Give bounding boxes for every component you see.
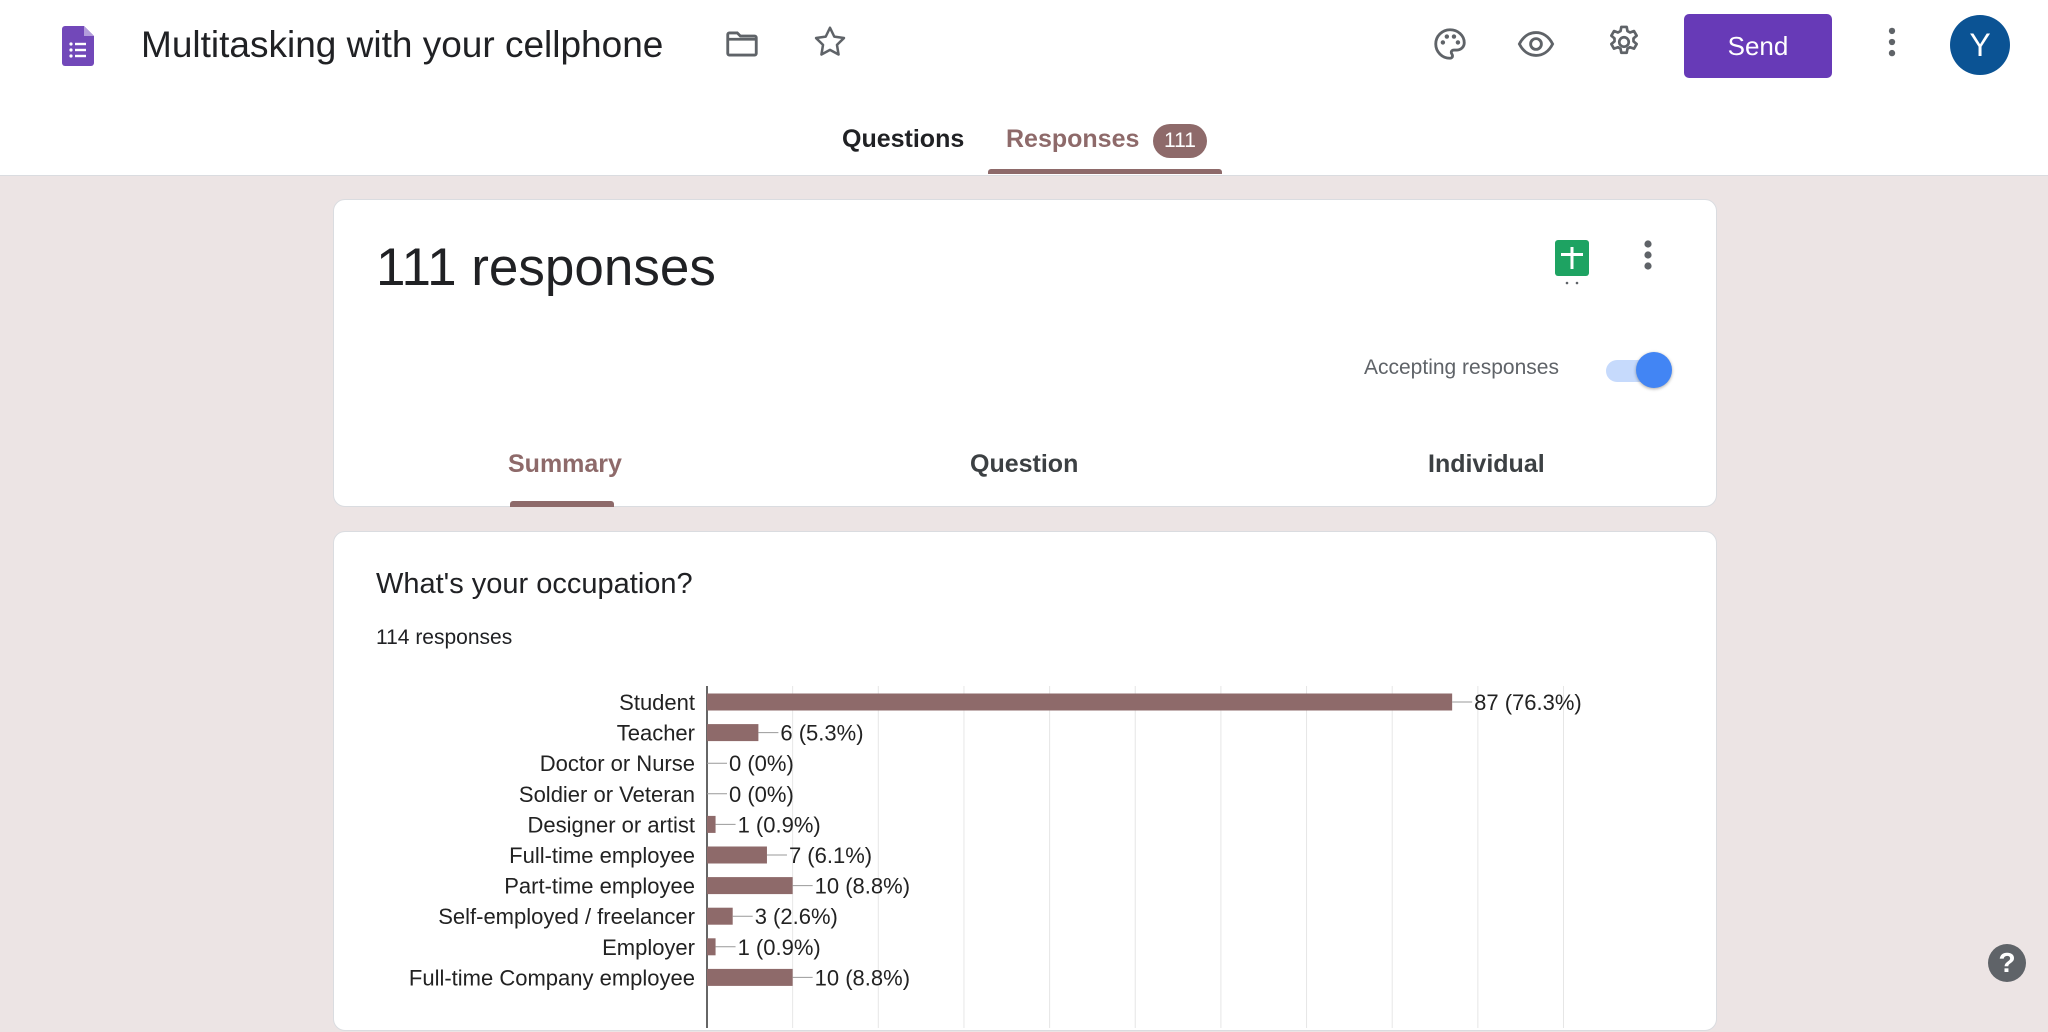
occupation-bar-chart: Student 87 (76.3%) Teacher 6 (5.3%) Doctor o… (409, 686, 1582, 1028)
google-sheets-icon[interactable] (1554, 238, 1590, 288)
question-title: What's your occupation? (376, 568, 693, 600)
chart-bar[interactable] (707, 815, 716, 833)
chart-category-label: Employer (602, 935, 695, 960)
responses-count-title: 111 responses (376, 238, 716, 297)
toggle-knob (1636, 352, 1672, 388)
send-button[interactable]: Send (1684, 14, 1832, 78)
chart-bar[interactable] (707, 968, 793, 986)
chart-data-label: 1 (0.9%) (738, 935, 821, 960)
chart-category-label: Full-time employee (509, 843, 695, 868)
chart-data-label: 7 (6.1%) (789, 843, 872, 868)
tab-questions[interactable]: Questions (842, 125, 965, 153)
chart-bar[interactable] (707, 846, 767, 864)
chart-data-label: 10 (8.8%) (815, 965, 910, 990)
responses-more-options-icon[interactable] (1628, 234, 1668, 282)
help-icon[interactable]: ? (1988, 944, 2026, 982)
chart-data-label: 1 (0.9%) (738, 812, 821, 837)
tab-question[interactable]: Question (970, 450, 1079, 478)
responses-summary-card: 111 responses Accepting responses Summar… (333, 199, 1717, 507)
summary-tab-indicator (510, 501, 614, 507)
form-title[interactable]: Multitasking with your cellphone (141, 24, 664, 65)
chart-category-label: Self-employed / freelancer (438, 904, 695, 929)
chart-category-label: Doctor or Nurse (540, 751, 695, 776)
chart-category-label: Soldier or Veteran (519, 782, 695, 807)
question-summary-card: What's your occupation? 114 responses St… (333, 531, 1717, 1031)
question-response-count: 114 responses (376, 626, 513, 649)
app-header: Multitasking with your cellphone Send Y … (0, 0, 2048, 176)
chart-data-label: 0 (0%) (729, 751, 794, 776)
chart-data-label: 3 (2.6%) (755, 904, 838, 929)
chart-category-label: Full-time Company employee (409, 965, 695, 990)
chart-category-label: Teacher (617, 721, 695, 746)
active-tab-indicator (988, 169, 1222, 174)
chart-bar[interactable] (707, 693, 1453, 711)
accepting-responses-label: Accepting responses (1364, 356, 1559, 379)
star-icon[interactable] (806, 18, 854, 66)
responses-count-badge: 111 (1153, 124, 1207, 158)
preview-eye-icon[interactable] (1512, 20, 1560, 68)
account-avatar[interactable]: Y (1950, 15, 2010, 75)
chart-bar[interactable] (707, 877, 793, 895)
chart-category-label: Student (619, 690, 695, 715)
more-options-icon[interactable] (1868, 18, 1916, 66)
settings-gear-icon[interactable] (1600, 18, 1648, 66)
tab-summary[interactable]: Summary (508, 450, 622, 478)
chart-data-label: 10 (8.8%) (815, 874, 910, 899)
move-to-folder-icon[interactable] (718, 20, 766, 68)
chart-category-label: Part-time employee (504, 874, 695, 899)
chart-category-label: Designer or artist (527, 812, 695, 837)
chart-data-label: 6 (5.3%) (780, 721, 863, 746)
accepting-responses-toggle[interactable] (1606, 350, 1672, 390)
chart-bar[interactable] (707, 938, 716, 956)
chart-bar[interactable] (707, 907, 733, 925)
tab-responses[interactable]: Responses (1006, 125, 1140, 153)
palette-icon[interactable] (1426, 20, 1474, 68)
chart-data-label: 87 (76.3%) (1474, 690, 1582, 715)
google-forms-logo-icon[interactable] (62, 26, 94, 66)
chart-data-label: 0 (0%) (729, 782, 794, 807)
chart-bar[interactable] (707, 724, 759, 742)
tab-individual[interactable]: Individual (1428, 450, 1545, 478)
